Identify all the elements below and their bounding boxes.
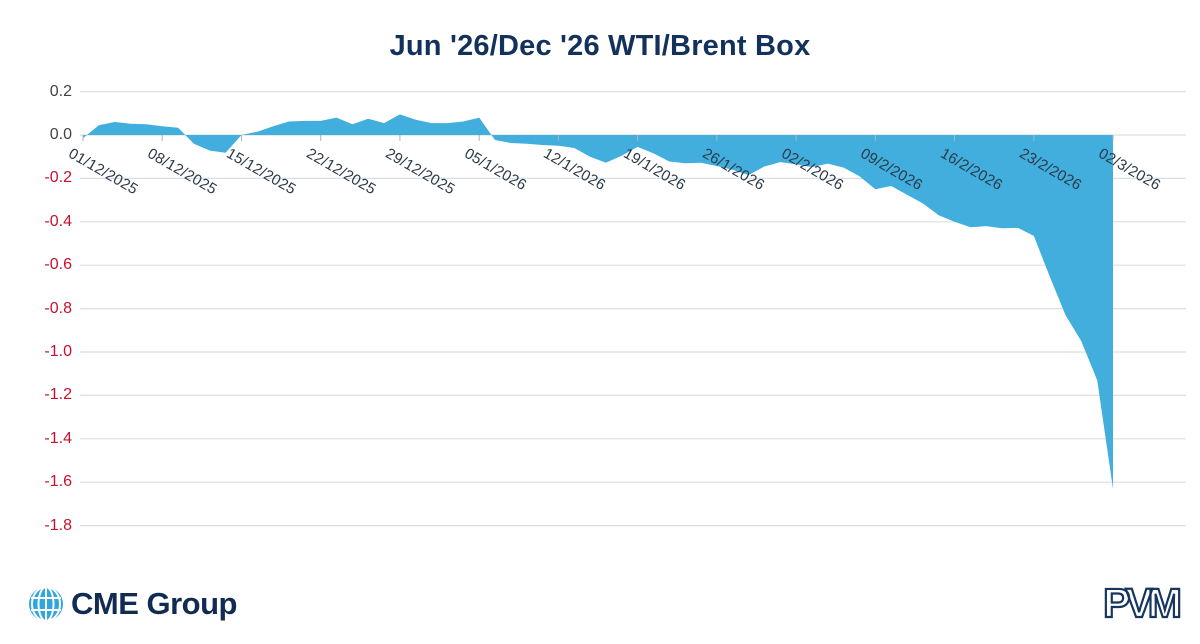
y-tick-label: 0.2 — [49, 82, 72, 100]
y-tick-label: -0.8 — [44, 299, 72, 317]
y-tick-label: 0.0 — [49, 126, 72, 143]
pvm-logo: PVM — [1088, 579, 1192, 629]
y-tick-label: -0.2 — [44, 169, 72, 187]
y-tick-label: -1.6 — [44, 473, 72, 491]
y-tick-label: -1.2 — [44, 386, 72, 404]
y-tick-label: -0.4 — [44, 212, 72, 230]
y-tick-label: -0.6 — [44, 256, 72, 274]
pvm-monogram-text: PVM — [1103, 582, 1180, 624]
y-tick-label: -1.0 — [44, 343, 72, 360]
chart-title: Jun '26/Dec '26 WTI/Brent Box — [389, 30, 811, 62]
area-series — [83, 114, 1113, 489]
x-axis-tick-marks — [82, 135, 1114, 141]
cme-group-wordmark: CME Group — [71, 586, 238, 621]
globe-icon — [29, 586, 63, 622]
y-tick-label: -1.4 — [44, 429, 72, 447]
y-tick-label: -1.8 — [44, 516, 72, 534]
pvm-monogram-icon: PVM — [1102, 579, 1186, 627]
cme-group-logo: CME Group — [28, 586, 238, 622]
